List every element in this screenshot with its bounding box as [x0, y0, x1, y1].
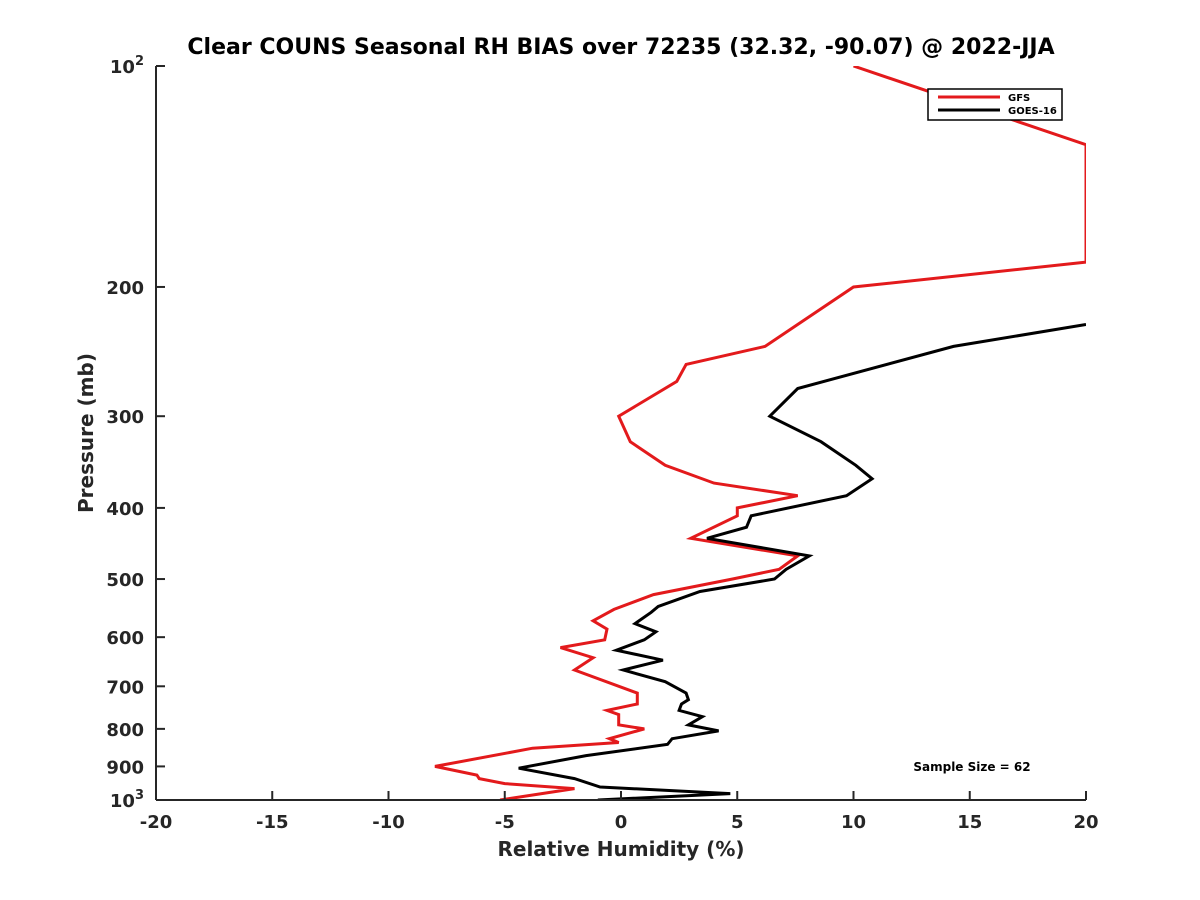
- chart-title: Clear COUNS Seasonal RH BIAS over 72235 …: [187, 35, 1054, 60]
- x-tick-label: -15: [256, 812, 289, 833]
- y-tick-label: 500: [106, 570, 144, 591]
- x-tick-label: 0: [615, 812, 628, 833]
- y-tick-label: 300: [106, 407, 144, 428]
- plot-background: [156, 66, 1086, 800]
- x-tick-label: 20: [1073, 812, 1098, 833]
- x-tick-label: 10: [841, 812, 866, 833]
- x-tick-label: -10: [372, 812, 405, 833]
- legend: GFS GOES-16: [927, 88, 1063, 121]
- y-ticks: 200 300 400 500 600 700 800 900 102 103: [106, 54, 165, 812]
- series-line-goes16: [518, 323, 1086, 800]
- x-tick-label: -20: [140, 812, 173, 833]
- y-axis-label: Pressure (mb): [74, 353, 98, 513]
- x-tick-label: -5: [495, 812, 515, 833]
- legend-label-gfs: GFS: [1008, 93, 1030, 104]
- x-tick-label: 5: [731, 812, 744, 833]
- legend-box: [927, 88, 1063, 121]
- y-tick-label: 900: [106, 757, 144, 778]
- y-tick-label-exponent: 102: [110, 54, 144, 78]
- y-tick-label: 800: [106, 720, 144, 741]
- plot-area: -20 -15 -10 -5 0 5 10 15 20 200 300 400 500 600 700 80…: [106, 54, 1098, 833]
- series-line-gfs: [434, 66, 1086, 800]
- series-layer: [434, 66, 1086, 800]
- legend-label-goes16: GOES-16: [1008, 106, 1057, 117]
- y-tick-label: 200: [106, 278, 144, 299]
- sample-size-annotation: Sample Size = 62: [913, 760, 1030, 774]
- y-tick-label: 600: [106, 628, 144, 649]
- y-tick-label-exponent: 103: [110, 788, 144, 812]
- x-axis-label: Relative Humidity (%): [497, 837, 744, 861]
- x-ticks: -20 -15 -10 -5 0 5 10 15 20: [140, 791, 1099, 833]
- y-tick-label: 700: [106, 677, 144, 698]
- y-tick-label: 400: [106, 499, 144, 520]
- x-tick-label: 15: [957, 812, 982, 833]
